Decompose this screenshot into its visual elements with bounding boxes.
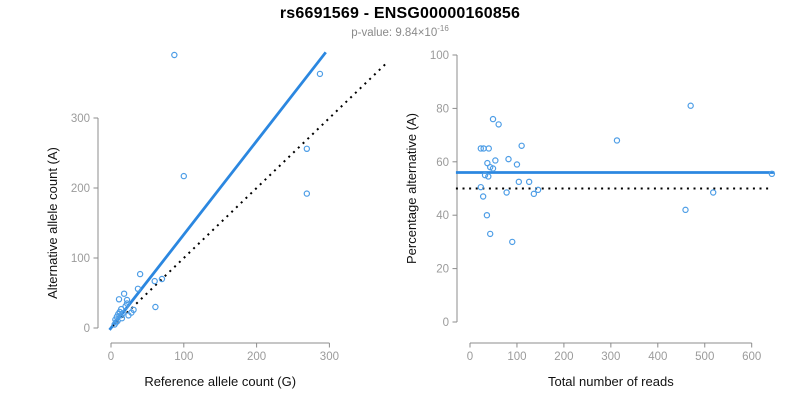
data-point — [534, 186, 542, 194]
data-point — [613, 137, 621, 144]
y-tick-label: 0 — [443, 317, 449, 329]
x-axis: 0 100 200 300 Reference allele count (G) — [108, 342, 339, 389]
data-point — [158, 275, 166, 283]
y-axis: 0 20 40 60 80 100 Percentage alternative (A) — [404, 50, 458, 329]
data-point — [477, 145, 484, 152]
left-scatter-plot: 0 100 200 300 Reference allele count (G) 0 100… — [45, 51, 389, 389]
pvalue-text: p-value: 9.84×10 — [351, 26, 438, 39]
data-point — [115, 296, 123, 303]
regression-line — [108, 51, 327, 331]
y-tick-label: 300 — [71, 113, 90, 125]
x-tick-label: 200 — [554, 351, 573, 363]
data-point — [479, 193, 487, 200]
x-tick-label: 300 — [320, 351, 339, 363]
data-point — [486, 230, 494, 238]
data-point — [505, 155, 512, 163]
data-point — [485, 145, 492, 152]
data-point — [180, 172, 187, 180]
data-point — [316, 70, 324, 78]
data-point — [710, 189, 717, 196]
data-point — [136, 270, 144, 278]
data-point — [483, 211, 491, 219]
x-tick-label: 400 — [648, 351, 667, 363]
identity-line — [111, 61, 389, 328]
y-tick-label: 20 — [436, 264, 449, 276]
data-point — [303, 190, 311, 197]
x-tick-label: 500 — [695, 351, 714, 363]
y-tick-label: 100 — [430, 50, 449, 62]
y-tick-label: 80 — [436, 103, 449, 115]
data-point — [489, 115, 497, 123]
data-point — [122, 303, 129, 310]
data-point — [525, 178, 533, 186]
data-point — [489, 165, 497, 172]
x-axis-title: Reference allele count (G) — [144, 374, 296, 389]
data-point — [120, 290, 128, 297]
x-tick-label: 0 — [467, 351, 473, 363]
data-point — [123, 296, 131, 304]
data-point — [111, 321, 118, 328]
data-point — [768, 170, 776, 178]
y-tick-label: 40 — [436, 210, 449, 222]
data-point — [477, 183, 484, 191]
pvalue-exponent: -16 — [437, 24, 449, 33]
data-point — [130, 306, 137, 313]
x-tick-label: 0 — [108, 351, 114, 363]
x-tick-label: 600 — [742, 351, 761, 363]
data-point — [303, 145, 311, 153]
y-axis-title: Percentage alternative (A) — [404, 113, 419, 264]
y-tick-label: 60 — [436, 157, 449, 169]
x-tick-label: 100 — [174, 351, 193, 363]
data-point — [119, 310, 126, 317]
data-points — [477, 102, 776, 246]
x-axis: 0 100 200 300 400 500 600 Total number of reads — [467, 342, 761, 389]
y-axis-title: Alternative allele count (A) — [45, 147, 60, 299]
x-tick-label: 300 — [601, 351, 620, 363]
data-point — [515, 178, 523, 186]
data-point — [171, 51, 178, 59]
data-point — [503, 189, 510, 196]
data-points — [111, 51, 324, 328]
y-tick-label: 0 — [84, 323, 90, 335]
y-tick-label: 100 — [71, 253, 90, 265]
data-point — [151, 277, 158, 285]
data-point — [513, 161, 521, 168]
data-point — [518, 142, 525, 149]
data-point — [152, 303, 159, 311]
data-point — [492, 157, 499, 164]
data-point — [509, 238, 516, 246]
data-point — [530, 190, 538, 198]
x-tick-label: 200 — [247, 351, 266, 363]
data-point — [687, 102, 694, 109]
data-point — [682, 206, 689, 214]
data-point — [481, 171, 489, 179]
figure-subtitle: p-value: 9.84×10-16 — [0, 24, 800, 39]
x-tick-label: 100 — [507, 351, 526, 363]
data-point — [134, 285, 142, 292]
y-axis: 0 100 200 300 Alternative allele count (A) — [45, 113, 99, 335]
data-point — [495, 121, 502, 128]
figure-title: rs6691569 - ENSG00000160856 — [279, 5, 521, 22]
y-tick-label: 200 — [71, 183, 90, 195]
x-axis-title: Total number of reads — [548, 374, 674, 389]
data-point — [485, 173, 492, 180]
